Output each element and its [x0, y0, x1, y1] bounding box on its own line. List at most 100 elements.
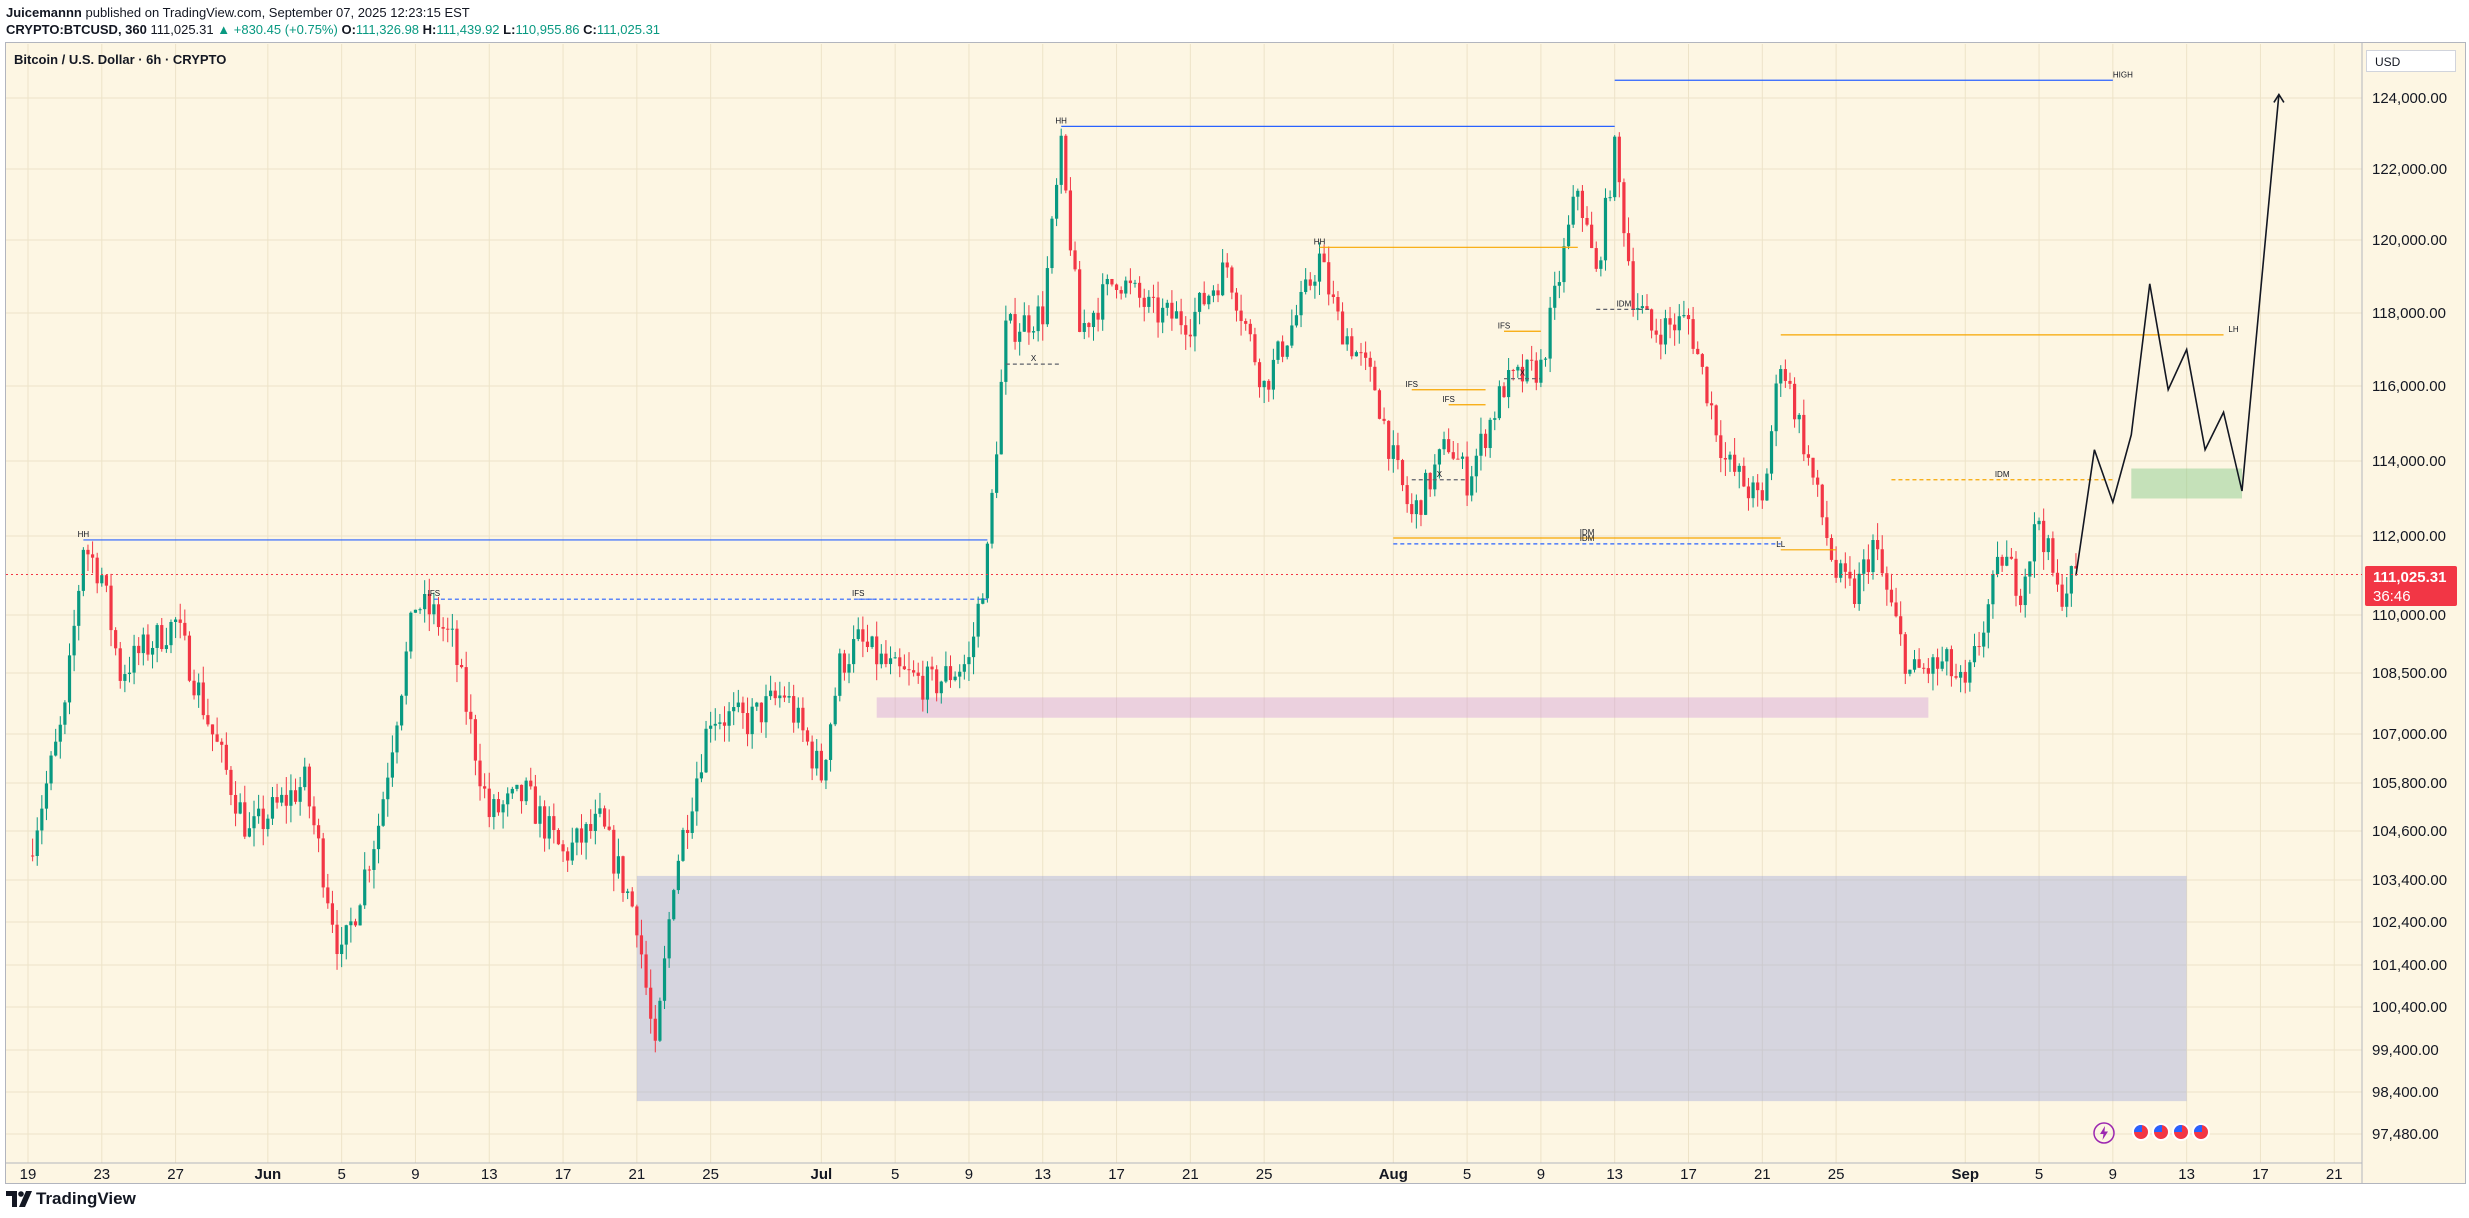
time-tick-label: 19	[20, 1166, 37, 1183]
candle-body	[1110, 278, 1114, 285]
level-label: LH	[2228, 325, 2238, 334]
candle-body	[1234, 292, 1239, 311]
candle-body	[1470, 476, 1474, 496]
candle-body	[667, 919, 671, 959]
candle-body	[888, 658, 893, 665]
candle-body	[1225, 262, 1229, 268]
candle-body	[649, 987, 653, 1019]
candle-body	[1908, 669, 1912, 674]
candle-body	[1590, 224, 1594, 249]
candle-body	[1603, 197, 1608, 261]
us-flag-icon[interactable]	[2132, 1123, 2150, 1141]
candle-body	[1742, 465, 1746, 487]
candle-body	[1857, 573, 1861, 605]
price-tick-label: 101,400.00	[2372, 957, 2447, 974]
price-tick-label: 102,400.00	[2372, 914, 2447, 931]
candle-body	[1216, 290, 1220, 296]
us-flag-icon[interactable]	[2172, 1123, 2190, 1141]
time-tick-label: 25	[1828, 1166, 1845, 1183]
candle-body	[367, 869, 371, 871]
lightning-icon[interactable]	[2092, 1121, 2116, 1145]
candle-body	[1626, 233, 1631, 262]
candle-body	[967, 657, 971, 665]
candle-body	[1050, 218, 1054, 269]
candle-body	[1119, 289, 1123, 294]
candle-body	[1197, 292, 1202, 312]
candle-body	[1437, 449, 1442, 465]
candle-body	[1128, 280, 1132, 284]
time-tick-label: 25	[702, 1166, 719, 1183]
candle-body	[1308, 279, 1312, 286]
time-tick-label: 9	[411, 1166, 419, 1183]
price-tick-label: 124,000.00	[2372, 90, 2447, 107]
brand-name: TradingView	[36, 1189, 136, 1208]
us-flag-icon[interactable]	[2192, 1123, 2210, 1141]
candle-body	[598, 808, 602, 814]
candle-body	[1373, 366, 1377, 391]
candle-body	[1253, 334, 1257, 363]
candle-body	[1207, 295, 1211, 305]
candle-body	[118, 648, 122, 681]
level-label: IFS	[1406, 380, 1418, 389]
candle-body	[1811, 457, 1815, 478]
time-tick-label: Sep	[1951, 1166, 1979, 1183]
time-tick-label: Jun	[255, 1166, 282, 1183]
candle-body	[1945, 649, 1949, 662]
time-tick-label: 9	[2109, 1166, 2117, 1183]
candle-body	[515, 784, 519, 789]
us-flag-icon[interactable]	[2152, 1123, 2170, 1141]
candle-body	[612, 829, 616, 874]
candle-body	[819, 750, 823, 781]
candle-body	[473, 719, 478, 761]
candle-body	[593, 813, 597, 831]
high-value: 111,439.92	[436, 22, 500, 37]
candle-body	[1465, 456, 1469, 496]
price-tick-label: 120,000.00	[2372, 232, 2447, 249]
level-label: HH	[1055, 116, 1067, 125]
candle-body	[1027, 315, 1031, 333]
candle-body	[1391, 445, 1395, 459]
candle-body	[275, 797, 279, 803]
candle-body	[824, 759, 828, 781]
candle-body	[1709, 403, 1714, 406]
candle-body	[1899, 616, 1903, 635]
candle-body	[1022, 315, 1026, 332]
candle-body	[206, 715, 210, 725]
candle-body	[284, 794, 288, 806]
candle-body	[764, 696, 768, 723]
candle-body	[1483, 433, 1488, 449]
candle-body	[1534, 360, 1538, 383]
candle-body	[1516, 366, 1520, 371]
level-label: HH	[78, 530, 90, 539]
candle-body	[732, 707, 736, 712]
price-tick-label: 99,400.00	[2372, 1042, 2439, 1059]
candle-body	[1876, 540, 1880, 550]
candle-body	[2051, 538, 2055, 573]
candle-body	[1045, 268, 1049, 325]
currency-selector[interactable]: USD	[2366, 50, 2456, 72]
candle-body	[1331, 294, 1335, 298]
candle-body	[1304, 279, 1308, 292]
candle-body	[607, 826, 611, 830]
author-name[interactable]: Juicemannn	[6, 5, 82, 20]
candle-body	[1276, 341, 1280, 360]
candle-body	[1041, 306, 1045, 325]
candle-body	[2042, 520, 2046, 553]
price-tick-label: 100,400.00	[2372, 999, 2447, 1016]
candle-body	[261, 808, 265, 830]
candle-body	[852, 639, 856, 665]
candle-body	[999, 381, 1003, 455]
candle-body	[1562, 246, 1566, 283]
time-tick-label: 13	[1606, 1166, 1623, 1183]
candle-body	[81, 549, 85, 591]
candle-body	[1368, 357, 1372, 367]
tradingview-mark-icon	[6, 1191, 32, 1207]
tradingview-logo[interactable]: TradingView	[6, 1189, 136, 1209]
candle-body	[653, 1018, 657, 1041]
candle-body	[630, 891, 634, 907]
candle-body	[132, 645, 136, 673]
candle-body	[2009, 556, 2013, 559]
time-tick-label: Jul	[811, 1166, 833, 1183]
candle-body	[464, 667, 468, 712]
